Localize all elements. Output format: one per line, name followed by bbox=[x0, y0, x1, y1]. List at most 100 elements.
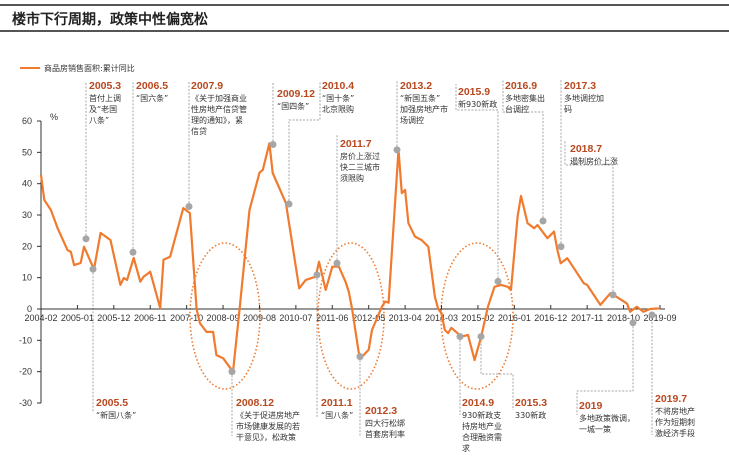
annotation-text: 及“老国 bbox=[89, 104, 117, 114]
annotation-date: 2012.3 bbox=[365, 405, 397, 417]
x-tick-label: 2016-12 bbox=[534, 313, 567, 323]
annotation-text: “国六条” bbox=[136, 93, 168, 103]
annotation-text: 四大行松绑 bbox=[365, 418, 405, 428]
annotation-leader bbox=[480, 336, 514, 410]
annotation-text: 加强房地产市 bbox=[400, 104, 448, 114]
x-tick-label: 2010-07 bbox=[279, 313, 312, 323]
legend: 商品房销售面积:累计同比 bbox=[20, 63, 135, 73]
x-tick-label: 2013-04 bbox=[389, 313, 422, 323]
annotation-marker bbox=[356, 353, 364, 361]
annotation-marker bbox=[629, 319, 637, 327]
annotation-leader bbox=[455, 84, 499, 282]
y-axis-label: % bbox=[50, 112, 58, 122]
annotation-text: “新国八条” bbox=[96, 410, 136, 420]
y-tick-label: -20 bbox=[19, 367, 32, 377]
annotation-text: 《关于促进房地产 bbox=[236, 410, 300, 420]
y-tick-label: 40 bbox=[22, 179, 32, 189]
annotation-text: 作为短期刺 bbox=[655, 417, 695, 427]
annotation-2011-1: 2011.1“国八条” bbox=[321, 397, 353, 420]
annotation-text: 不将房地产 bbox=[655, 406, 695, 416]
annotation-text: 场调控 bbox=[400, 115, 424, 125]
annotation-text: 多地密集出 bbox=[505, 93, 545, 103]
annotation-marker bbox=[393, 146, 401, 154]
annotation-text: 信贷 bbox=[191, 126, 207, 136]
annotation-date: 2013.2 bbox=[400, 80, 432, 92]
annotation-text: 房价上涨过 bbox=[340, 151, 380, 161]
annotation-text: 码 bbox=[564, 105, 572, 114]
annotation-date: 2019.7 bbox=[655, 393, 687, 405]
annotation-text: 快二三城市 bbox=[340, 162, 380, 172]
x-tick-label: 2011-06 bbox=[316, 313, 348, 323]
annotation-text: 须限购 bbox=[340, 173, 364, 183]
x-tick-label: 2005-01 bbox=[61, 313, 94, 323]
annotation-text: 干意见》，松政策 bbox=[236, 432, 296, 442]
annotation-marker bbox=[89, 265, 97, 273]
annotation-marker bbox=[228, 368, 236, 376]
y-tick-label: 50 bbox=[22, 147, 32, 157]
annotation-marker bbox=[477, 333, 485, 341]
x-tick-label: 2015-02 bbox=[461, 313, 494, 323]
legend-label: 商品房销售面积:累计同比 bbox=[44, 63, 135, 73]
annotation-leader bbox=[564, 140, 614, 295]
y-tick-label: -30 bbox=[19, 398, 32, 408]
annotation-text: 新930新政 bbox=[458, 99, 497, 109]
annotation-text: 求 bbox=[462, 443, 470, 453]
annotation-marker bbox=[494, 277, 502, 285]
annotation-text: 首付上调 bbox=[89, 93, 121, 103]
annotation-marker bbox=[82, 235, 90, 243]
y-tick-label: -10 bbox=[19, 335, 32, 345]
annotation-markers bbox=[82, 141, 656, 376]
annotation-text: 一城一策 bbox=[579, 424, 611, 434]
annotation-text: “国八条” bbox=[321, 410, 353, 420]
annotation-marker bbox=[129, 248, 137, 256]
annotation-text: 多地调控加 bbox=[564, 93, 604, 103]
annotation-text: 合理融资需 bbox=[462, 432, 502, 442]
x-tick-label: 2019-09 bbox=[643, 313, 676, 323]
annotation-date: 2008.12 bbox=[236, 397, 274, 409]
annotation-text: 遏制房价上涨 bbox=[570, 156, 618, 166]
y-tick-label: 60 bbox=[22, 116, 32, 126]
annotation-marker bbox=[557, 243, 565, 251]
annotation-2006-5: 2006.5“国六条” bbox=[136, 80, 168, 103]
y-tick-label: 30 bbox=[22, 210, 32, 220]
annotation-text: “国四条” bbox=[277, 101, 309, 111]
annotation-date: 2018.7 bbox=[570, 143, 602, 155]
x-tick-label: 2009-08 bbox=[243, 313, 276, 323]
annotation-date: 2009.12 bbox=[277, 88, 315, 100]
y-tick-label: 0 bbox=[27, 304, 32, 314]
annotation-marker bbox=[648, 311, 656, 319]
x-tick-label: 2018-10 bbox=[607, 313, 640, 323]
annotation-text: 930新政支 bbox=[462, 410, 501, 420]
annotation-marker bbox=[285, 200, 293, 208]
annotation-text: 市场健康发展的若 bbox=[236, 421, 300, 431]
annotation-date: 2010.4 bbox=[322, 80, 354, 92]
annotation-marker bbox=[609, 291, 617, 299]
annotation-marker bbox=[313, 271, 321, 279]
annotation-date: 2006.5 bbox=[136, 80, 168, 92]
annotation-date: 2007.9 bbox=[191, 80, 223, 92]
annotation-date: 2017.3 bbox=[564, 80, 596, 92]
highlight-ellipse-1 bbox=[189, 242, 261, 390]
annotation-date: 2015.3 bbox=[515, 397, 547, 409]
title-bar: 楼市下行周期，政策中性偏宽松 bbox=[0, 4, 729, 32]
y-tick-label: 20 bbox=[22, 241, 32, 251]
annotation-marker bbox=[185, 203, 193, 211]
annotation-text: 台调控 bbox=[505, 104, 529, 114]
annotation-date: 2011.1 bbox=[321, 397, 353, 409]
annotation-leader bbox=[576, 322, 634, 415]
annotation-date: 2005.3 bbox=[89, 80, 121, 92]
annotation-date: 2011.7 bbox=[340, 138, 372, 150]
annotation-text: 持房地产业 bbox=[462, 421, 502, 431]
annotation-text: 激经济手段 bbox=[655, 428, 695, 438]
annotation-text: 八条” bbox=[89, 115, 109, 125]
highlight-ellipses bbox=[189, 242, 514, 390]
